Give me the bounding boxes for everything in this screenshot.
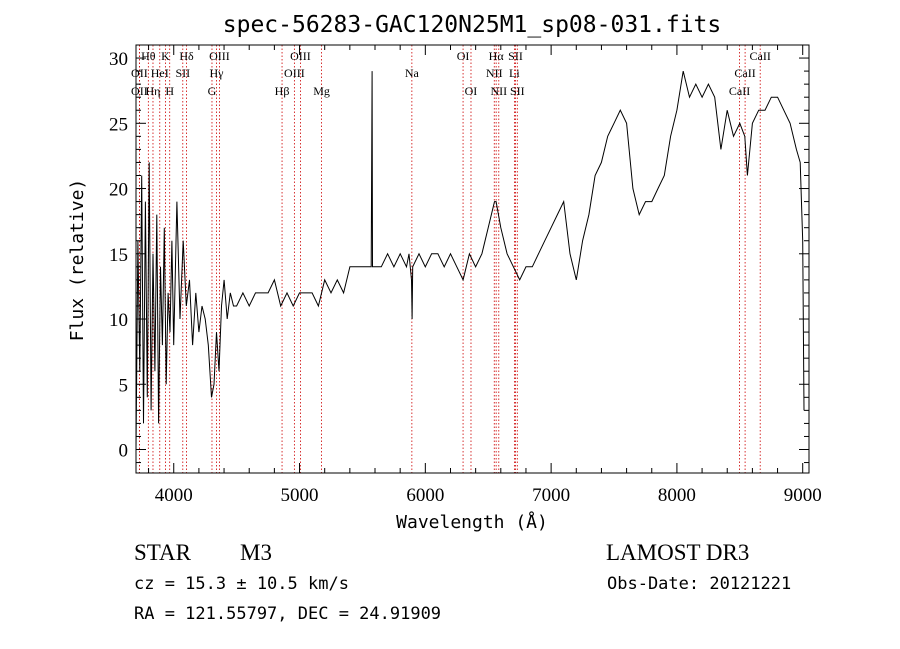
x-tick-label: 6000: [406, 485, 444, 506]
line-label: OII: [131, 66, 148, 80]
line-label: Hγ: [210, 66, 225, 80]
x-tick-label: 5000: [281, 485, 319, 506]
y-tick-label: 20: [109, 180, 128, 201]
x-tick-label: 7000: [532, 485, 570, 506]
spectral-line-markers: [138, 45, 761, 473]
line-label: Mg: [313, 84, 330, 98]
spectrum-line: [135, 70, 805, 450]
y-axis-label: Flux (relative): [67, 179, 88, 342]
line-label: SII: [510, 84, 525, 98]
redshift-velocity: cz = 15.3 ± 10.5 km/s: [134, 574, 349, 594]
line-label: OIII: [209, 49, 230, 63]
line-label: OII: [131, 84, 148, 98]
line-label: NII: [490, 84, 507, 98]
line-label: NII: [486, 66, 503, 80]
line-label: Na: [405, 66, 420, 80]
line-label: Hη: [146, 84, 161, 98]
line-label: CaII: [750, 49, 771, 63]
coordinates: RA = 121.55797, DEC = 24.91909: [134, 604, 441, 624]
line-label: Hα: [489, 49, 505, 63]
line-label: OIII: [290, 49, 311, 63]
line-label: H: [165, 84, 174, 98]
x-tick-label: 4000: [155, 485, 193, 506]
y-tick-label: 5: [119, 375, 129, 396]
line-label: CaII: [729, 84, 750, 98]
line-label: OI: [457, 49, 470, 63]
plot-frame: [135, 44, 810, 474]
line-label: OIII: [284, 66, 305, 80]
y-tick-label: 10: [109, 310, 128, 331]
x-axis-label: Wavelength (Å): [396, 511, 548, 533]
y-tick-label: 30: [109, 49, 128, 70]
y-tick-label: 0: [119, 441, 129, 462]
object-class: STAR: [134, 540, 192, 565]
line-label: OI: [465, 84, 478, 98]
line-label: Hδ: [179, 49, 194, 63]
line-label: CaII: [734, 66, 755, 80]
y-axis-ticks: 0 5 10 15 20 25 30: [109, 49, 809, 464]
line-label: G: [208, 84, 217, 98]
line-label: HeI: [151, 66, 169, 80]
line-label: K: [161, 49, 170, 63]
line-label: SII: [508, 49, 523, 63]
x-axis-ticks: 4000 5000 6000 7000 8000 9000: [148, 45, 822, 506]
line-label: SII: [175, 66, 190, 80]
line-label: Hβ: [275, 84, 290, 98]
survey-name: LAMOST DR3: [606, 540, 749, 565]
chart-title: spec-56283-GAC120N25M1_sp08-031.fits: [223, 12, 722, 38]
x-tick-label: 9000: [784, 485, 822, 506]
observation-date: Obs-Date: 20121221: [607, 574, 791, 594]
y-tick-label: 15: [109, 245, 128, 266]
x-tick-label: 8000: [658, 485, 696, 506]
line-label: Hθ: [141, 49, 156, 63]
object-subclass: M3: [240, 540, 272, 565]
y-tick-label: 25: [109, 114, 128, 135]
line-label: Li: [509, 66, 520, 80]
